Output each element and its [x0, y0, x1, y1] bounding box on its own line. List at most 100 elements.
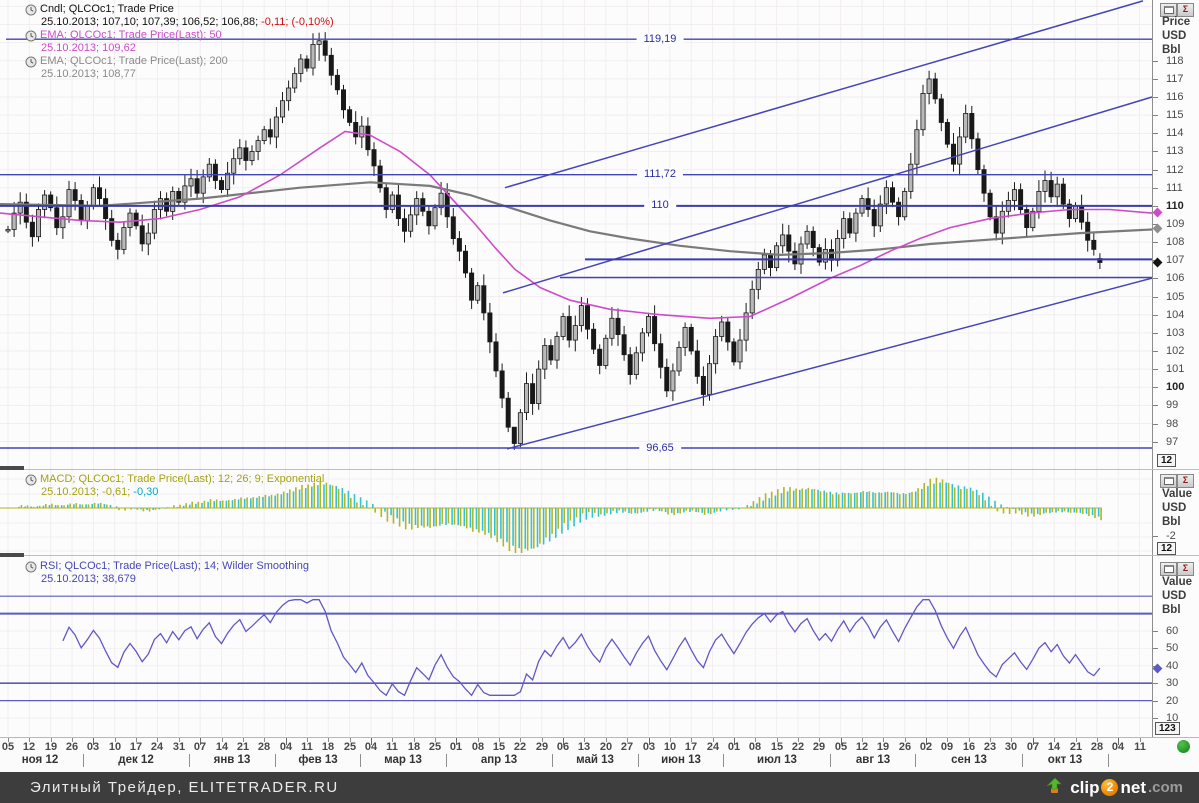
day-tick-label: 29 — [812, 741, 826, 753]
clock-icon — [25, 30, 37, 42]
day-tick-label: 07 — [1026, 741, 1040, 753]
time-tick — [200, 738, 201, 745]
candle-ohlc-values: 25.10.2013; 107,10; 107,39; 106,52; 106,… — [41, 16, 259, 28]
legend-row-macd[interactable]: MACD; QLCOc1; Trade Price(Last); 12; 26;… — [25, 473, 324, 486]
level-label: 110 — [644, 199, 676, 212]
time-tick — [883, 738, 884, 742]
month-label: июл 13 — [757, 754, 797, 766]
month-label: дек 12 — [118, 754, 154, 766]
restore-window-icon[interactable] — [1160, 562, 1177, 576]
series-price-marker — [1152, 257, 1163, 268]
time-axis[interactable]: 05 12 19 26 03 10 17 24 31 07 14 21 28 04 11 18 25 04 11 18… — [0, 737, 1199, 773]
axis-tick — [1153, 188, 1158, 189]
sigma-icon[interactable]: Σ — [1177, 562, 1194, 576]
day-tick-label: 06 — [556, 741, 570, 753]
day-tick-label: 27 — [620, 741, 634, 753]
day-tick-label: 11 — [1134, 741, 1146, 753]
price-tick-label: 113 — [1166, 145, 1184, 157]
panel-separator — [0, 469, 1199, 470]
legend-row-ema50[interactable]: EMA; QLCOc1; Trade Price(Last); 50 — [25, 29, 334, 42]
time-tick — [350, 738, 351, 742]
clock-icon — [25, 561, 37, 573]
restore-window-icon[interactable] — [1160, 3, 1177, 17]
axis-tick — [1153, 442, 1158, 443]
time-tick — [179, 738, 180, 742]
sigma-icon[interactable]: Σ — [1177, 3, 1194, 17]
time-tick — [93, 738, 94, 745]
sigma-icon[interactable]: Σ — [1177, 474, 1194, 488]
ema50-value: 25.10.2013; 109,62 — [41, 42, 136, 54]
panel-splitter-handle[interactable] — [0, 466, 24, 470]
time-tick — [72, 738, 73, 742]
rsi-legend: RSI; QLCOc1; Trade Price(Last); 14; Wild… — [25, 560, 309, 586]
decimal-precision-box[interactable]: 123 — [1155, 722, 1180, 735]
time-tick — [670, 738, 671, 742]
month-label: ноя 12 — [21, 754, 59, 766]
time-tick — [499, 738, 500, 742]
price-legend: Cndl; QLCOc1; Trade Price 25.10.2013; 10… — [25, 3, 334, 81]
month-separator — [275, 754, 276, 767]
day-tick-label: 23 — [983, 741, 997, 753]
time-tick — [456, 738, 457, 745]
day-tick-label: 28 — [257, 741, 271, 753]
month-separator — [723, 754, 724, 767]
day-tick-label: 04 — [364, 741, 378, 753]
month-separator — [360, 754, 361, 767]
level-label: 111,72 — [636, 168, 684, 181]
price-tick-label: 116 — [1166, 91, 1184, 103]
axis-tick — [1153, 79, 1158, 80]
axis-tick — [1153, 701, 1158, 702]
rsi-tick-label: 10 — [1166, 712, 1179, 724]
axis-unit-label: Price — [1162, 16, 1191, 28]
legend-row-candle[interactable]: Cndl; QLCOc1; Trade Price — [25, 3, 334, 16]
day-tick-label: 11 — [386, 741, 398, 753]
time-tick — [157, 738, 158, 742]
ema50-series-title: EMA; QLCOc1; Trade Price(Last); 50 — [40, 29, 222, 41]
restore-window-icon[interactable] — [1160, 474, 1177, 488]
axis-tick — [1153, 351, 1158, 352]
footer-caption: Элитный Трейдер, ELITETRADER.RU — [30, 779, 339, 796]
candle-change-value: -0,11; (-0,10%) — [261, 16, 334, 28]
day-tick-label: 24 — [706, 741, 720, 753]
day-tick-label: 22 — [513, 741, 527, 753]
month-separator — [83, 754, 84, 767]
time-tick — [990, 738, 991, 742]
rsi-tick-label: 40 — [1166, 660, 1179, 672]
decimal-precision-box[interactable]: 12 — [1157, 454, 1177, 467]
day-tick-label: 03 — [86, 741, 100, 753]
time-tick — [606, 738, 607, 742]
axis-unit-label: Bbl — [1162, 604, 1181, 616]
axis-tick — [1153, 133, 1158, 134]
legend-row-candle-values: 25.10.2013; 107,10; 107,39; 106,52; 106,… — [25, 16, 334, 29]
day-tick-label: 09 — [940, 741, 954, 753]
month-separator — [1022, 754, 1023, 767]
time-tick — [542, 738, 543, 742]
rsi-axis[interactable]: Σ Value USD Bbl 60 50 40 30 20 10 123 — [1152, 556, 1199, 737]
decimal-precision-box[interactable]: 12 — [1157, 542, 1177, 555]
clip2net-logo: clip 2 net .com — [1044, 775, 1183, 800]
day-tick-label: 14 — [1047, 741, 1061, 753]
legend-row-ema200[interactable]: EMA; QLCOc1; Trade Price(Last); 200 — [25, 55, 334, 68]
axis-tick — [1153, 242, 1158, 243]
time-tick — [243, 738, 244, 742]
time-tick — [627, 738, 628, 742]
price-tick-label: 97 — [1166, 436, 1179, 448]
day-tick-label: 21 — [1069, 741, 1083, 753]
price-tick-label: 104 — [1166, 309, 1185, 321]
logo-clip-text: clip — [1070, 777, 1100, 797]
day-tick-label: 10 — [108, 741, 122, 753]
time-tick — [969, 738, 970, 742]
time-tick — [563, 738, 564, 745]
month-separator — [638, 754, 639, 767]
panel-splitter-handle[interactable] — [0, 553, 24, 557]
month-label: июн 13 — [661, 754, 701, 766]
macd-tick-label: -2 — [1166, 530, 1176, 542]
legend-row-rsi[interactable]: RSI; QLCOc1; Trade Price(Last); 14; Wild… — [25, 560, 309, 573]
price-axis[interactable]: Σ Price USD Bbl 118 117 116 115 114 113 112 111 110 1… — [1152, 0, 1199, 470]
day-tick-label: 14 — [215, 741, 229, 753]
axis-tick — [1153, 333, 1158, 334]
time-tick — [1033, 738, 1034, 745]
chart-canvas[interactable] — [0, 0, 1153, 737]
macd-axis[interactable]: Σ Value USD Bbl -2 12 — [1153, 470, 1199, 556]
time-tick — [713, 738, 714, 742]
